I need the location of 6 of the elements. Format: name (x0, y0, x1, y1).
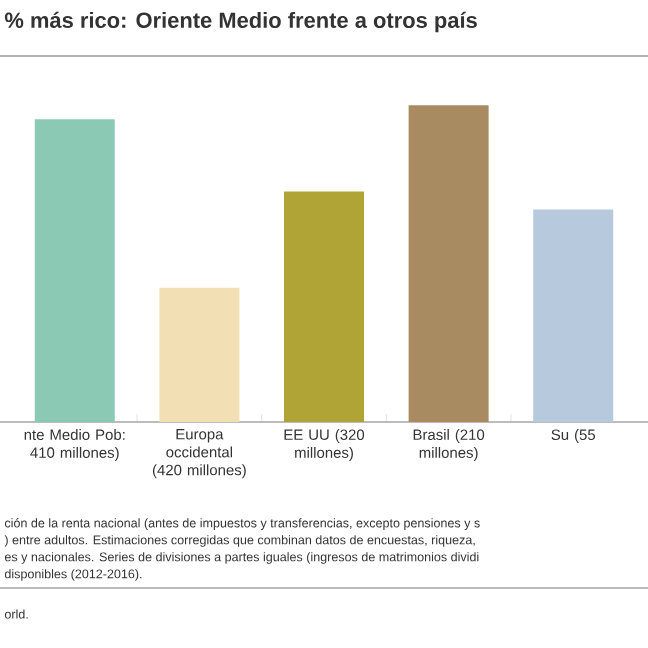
bar (284, 191, 364, 422)
bar (34, 119, 115, 422)
bar (159, 287, 240, 422)
bar (533, 209, 614, 422)
chart-title: % más rico: Oriente Medio frente a otros país (4, 11, 477, 33)
bar (408, 105, 489, 422)
